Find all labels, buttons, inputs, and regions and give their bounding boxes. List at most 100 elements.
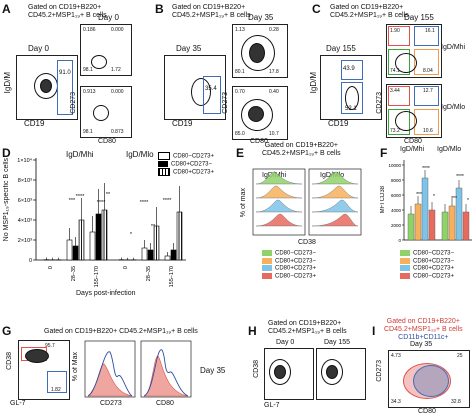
panel-a-gated-line2: CD45.2+MSP1₁₉+ B cells xyxy=(28,12,107,19)
panel-b-gated-text: Gated on CD19+B220+ CD45.2+MSP1₁₉+ B cel… xyxy=(172,4,251,20)
panel-i-day: Day 35 xyxy=(410,341,433,348)
panel-f-bar xyxy=(462,211,470,241)
panel-f-legend: CD80−CD273− CD80+CD273− CD80+CD273+ CD80… xyxy=(400,250,454,280)
panel-f-bar xyxy=(441,211,449,241)
panel-a-top-quadrant-plot: 0.186 0.000 98.1 1.72 xyxy=(80,24,132,76)
panel-a-gated-line1: Gated on CD19+B220+ xyxy=(28,4,102,11)
panel-g-day: Day 35 xyxy=(200,366,226,375)
panel-e-legend: CD80−CD273− CD80+CD273− CD80+CD273+ CD80… xyxy=(262,250,316,280)
panel-f-bar xyxy=(428,209,436,241)
panel-e-histogram xyxy=(255,185,303,199)
panel-d-legend: CD80−CD273+ CD80+CD273− CD80+CD273+ xyxy=(158,152,214,177)
panel-d-ytick-label: 8×10³ xyxy=(18,178,32,184)
panel-f-legend-3: CD80+CD273+ xyxy=(400,265,454,273)
panel-a-day0-title: Day 0 xyxy=(98,13,119,22)
panel-f-bar xyxy=(414,203,422,241)
panel-f-legend-2-label: CD80+CD273− xyxy=(413,258,455,265)
panel-g-blob xyxy=(25,349,49,363)
panel-e-legend-1-label: CD80−CD273− xyxy=(275,250,317,257)
panel-c-hi-gate-red xyxy=(388,26,410,46)
panel-c-cd80-label: CD80 xyxy=(404,138,422,145)
panel-e-legend-2: CD80+CD273− xyxy=(262,257,316,266)
panel-e-gated-text: Gated on CD19+B220+ CD45.2+MSP1₁₉+ B cel… xyxy=(262,142,341,158)
panel-b-q-bl: 80.1 xyxy=(235,69,245,75)
panel-a-q-bl: 98.1 xyxy=(83,67,93,73)
panel-b-q2-bl: 85.0 xyxy=(235,131,245,137)
panel-c-lo-quadrant-plot: 3.44 12.7 73.2 10.6 xyxy=(386,84,442,138)
panel-f-significance: *** xyxy=(416,192,422,198)
panel-c-lo-blob xyxy=(395,111,417,131)
panel-c-density-blob xyxy=(345,86,359,110)
panel-c-gate-pct-upper: 43.9 xyxy=(343,66,355,72)
panel-a-gate xyxy=(57,60,73,115)
panel-d-ytick-label: 0 xyxy=(29,258,32,264)
panel-h-day155: Day 155 xyxy=(324,339,351,346)
panel-d-xtick-label: 155–170 xyxy=(169,266,175,287)
panel-d-bar xyxy=(89,231,96,261)
panel-e-gated-line1: Gated on CD19+B220+ xyxy=(264,142,338,149)
panel-h-day0-plot xyxy=(264,348,314,400)
panel-d-xtick-label: 28–35 xyxy=(146,266,152,281)
panel-e-box-hi xyxy=(252,168,306,236)
panel-e-histogram xyxy=(255,171,303,185)
panel-d-significance: **** xyxy=(76,194,85,200)
panel-d-xtick-label: 28–35 xyxy=(71,266,77,281)
panel-d-legend-1: CD80−CD273+ xyxy=(158,152,214,161)
panel-d-xtick-label: 0 xyxy=(123,266,129,269)
legend-swatch-black xyxy=(158,160,168,167)
panel-letter-f: F xyxy=(380,146,388,160)
panel-b-q-tr: 0.28 xyxy=(269,27,279,33)
panel-d-bar xyxy=(66,239,73,261)
panel-d-ylabel: No MSP1₁₉-specific B cells xyxy=(3,158,10,242)
panel-b-q2-tl: 0.70 xyxy=(235,89,245,95)
panel-letter-g: G xyxy=(2,324,12,338)
panel-e-ylabel: % of max xyxy=(240,188,247,218)
panel-f-legend-2: CD80+CD273− xyxy=(400,257,455,266)
panel-g-gate2-pct: 1.82 xyxy=(51,387,61,393)
panel-h-gated-line1: Gated on CD19+B220+ xyxy=(268,320,342,327)
panel-e-legend-3-label: CD80+CD273+ xyxy=(275,265,317,272)
panel-d-bar xyxy=(164,255,171,261)
panel-d-bar-chart: 0 2×10³ 4×10³ 6×10³ 8×10³ 1×10⁴ 0 28–35 155–170… xyxy=(17,157,186,287)
panel-f-significance: * xyxy=(467,198,469,204)
panel-g-hist-box-cd273 xyxy=(84,340,136,398)
panel-g-hist-cd273-red xyxy=(87,363,133,397)
panel-d-bar xyxy=(176,211,183,261)
panel-b-xlabel: CD19 xyxy=(172,119,193,128)
panel-g-ylabel2: % of Max xyxy=(72,352,79,382)
panel-c-lo-gate-red xyxy=(388,86,410,106)
panel-b-bottom-quadrant-plot: 0.70 0.40 85.0 10.7 xyxy=(232,86,288,140)
panel-e-histogram xyxy=(311,213,359,227)
panel-e-legend-4: CD80−CD273+ xyxy=(262,272,316,281)
legend-swatch-red xyxy=(262,272,272,279)
panel-f-legend-4-label: CD80−CD273+ xyxy=(413,273,455,280)
panel-c-lo-label: IgD/Mlo xyxy=(441,104,466,111)
panel-f-significance: * xyxy=(433,194,435,200)
panel-a-top-blob xyxy=(91,55,107,69)
panel-a-cd19-plot: 91.0 xyxy=(16,55,78,120)
panel-c-gate-pct-lower: 52.1 xyxy=(345,106,357,112)
panel-h-gated-line2: CD45.2+MSP1₁₉+ B cells xyxy=(268,328,347,335)
panel-d-xtick-label: 155–170 xyxy=(94,266,100,287)
legend-swatch-green xyxy=(262,250,272,256)
panel-h-day0-blob xyxy=(269,359,291,385)
panel-f-ytick-label: 4000 xyxy=(391,208,402,213)
panel-c-ylabel: IgD/M xyxy=(309,72,318,94)
panel-f-title-hi: IgD/Mhi xyxy=(400,146,425,153)
panel-d-legend-3: CD80+CD273+ xyxy=(158,168,214,177)
panel-c-day-inner: Day 155 xyxy=(326,44,356,53)
panel-g-histograms xyxy=(84,340,192,398)
panel-c-q2-br: 10.6 xyxy=(423,128,433,134)
panel-b-day-inner: Day 35 xyxy=(176,44,202,53)
legend-swatch-blue xyxy=(262,265,272,272)
panel-b-top-quadrant-plot: 1.13 0.28 80.1 17.8 xyxy=(232,24,288,78)
panel-g-ylabel: CD38 xyxy=(6,352,13,370)
panel-h-day0-core xyxy=(274,365,286,379)
panel-b-bottom-blob xyxy=(241,99,273,131)
panel-c-q-bl: 74.1 xyxy=(390,68,400,74)
panel-a-q2-br: 0.873 xyxy=(111,129,124,135)
panel-letter-i: I xyxy=(372,324,376,338)
panel-a-day-label: Day 0 xyxy=(28,44,49,53)
legend-swatch-orange xyxy=(262,257,272,264)
